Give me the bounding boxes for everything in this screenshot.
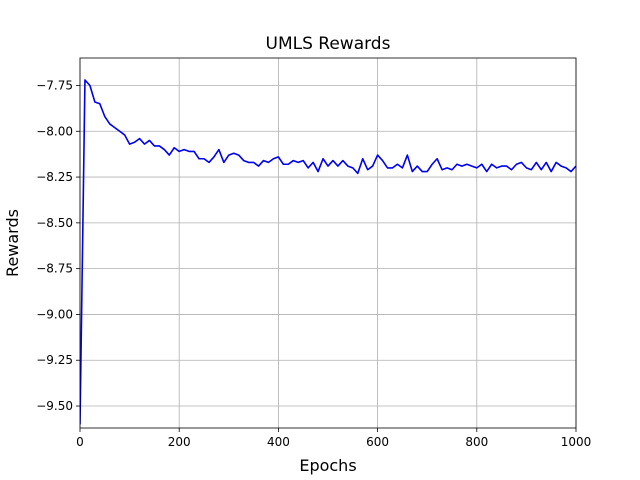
y-tick-label: −8.50 — [36, 216, 73, 230]
x-tick-label: 0 — [76, 435, 84, 449]
y-tick-label: −9.25 — [36, 353, 73, 367]
y-tick-label: −8.00 — [36, 124, 73, 138]
x-tick-label: 800 — [465, 435, 488, 449]
x-axis-label: Epochs — [299, 456, 356, 475]
chart-title: UMLS Rewards — [266, 34, 391, 54]
x-tick-label: 400 — [267, 435, 290, 449]
x-tick-label: 600 — [366, 435, 389, 449]
plot-frame — [79, 57, 577, 429]
y-tick-label: −8.75 — [36, 262, 73, 276]
y-tick-label: −8.25 — [36, 170, 73, 184]
y-axis-label: Rewards — [3, 209, 22, 277]
grid-layer — [79, 58, 577, 428]
series-line — [80, 79, 576, 425]
x-tick-label: 1000 — [561, 435, 592, 449]
y-tick-label: −9.00 — [36, 307, 73, 321]
x-tick-label: 200 — [168, 435, 191, 449]
series-layer — [80, 79, 576, 425]
tick-layer: 0 200 400 600 800 1000 −7.75 −8.00 −8.25 −8.50 −8.… — [36, 78, 591, 449]
y-tick-label: −7.75 — [36, 78, 73, 92]
y-tick-label: −9.50 — [36, 399, 73, 413]
